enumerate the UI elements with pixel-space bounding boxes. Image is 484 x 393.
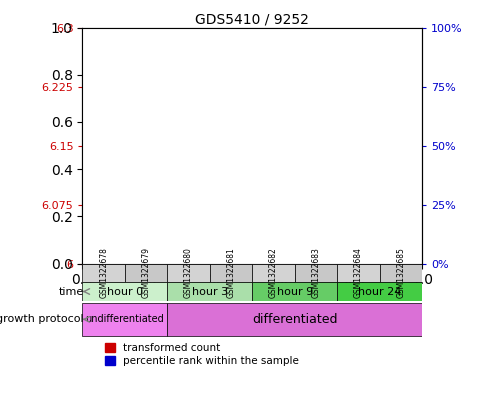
Point bbox=[311, 216, 319, 222]
Text: undifferentiated: undifferentiated bbox=[85, 314, 164, 324]
Bar bbox=[378, 264, 421, 282]
Text: GSM1322684: GSM1322684 bbox=[353, 248, 362, 298]
Bar bbox=[82, 282, 167, 301]
Bar bbox=[378, 28, 421, 264]
Title: GDS5410 / 9252: GDS5410 / 9252 bbox=[195, 12, 308, 26]
Bar bbox=[252, 282, 336, 301]
Bar bbox=[336, 264, 378, 282]
Text: GSM1322685: GSM1322685 bbox=[395, 248, 405, 298]
Bar bbox=[167, 264, 209, 282]
Bar bbox=[294, 264, 336, 282]
Bar bbox=[167, 303, 421, 336]
Text: GSM1322679: GSM1322679 bbox=[141, 248, 151, 298]
Bar bbox=[336, 282, 421, 301]
Bar bbox=[252, 264, 294, 282]
Bar bbox=[167, 28, 209, 264]
Bar bbox=[179, 94, 197, 264]
Bar bbox=[94, 248, 113, 264]
Text: hour 3: hour 3 bbox=[191, 286, 227, 296]
Bar bbox=[336, 28, 378, 264]
Bar bbox=[209, 264, 252, 282]
Text: GSM1322678: GSM1322678 bbox=[99, 248, 108, 298]
Bar bbox=[391, 98, 409, 264]
Text: GSM1322680: GSM1322680 bbox=[183, 248, 193, 298]
Bar bbox=[209, 28, 252, 264]
Point bbox=[227, 202, 234, 208]
Point bbox=[269, 209, 277, 215]
Bar bbox=[82, 303, 167, 336]
Point bbox=[396, 190, 404, 196]
Bar bbox=[263, 228, 282, 264]
Text: time: time bbox=[59, 286, 84, 296]
Text: growth protocol: growth protocol bbox=[0, 314, 84, 324]
Bar bbox=[294, 28, 336, 264]
Legend: transformed count, percentile rank within the sample: transformed count, percentile rank withi… bbox=[105, 343, 299, 366]
Bar bbox=[167, 282, 252, 301]
Bar bbox=[306, 256, 325, 264]
Point bbox=[142, 197, 150, 203]
Text: GSM1322682: GSM1322682 bbox=[268, 248, 277, 298]
Point bbox=[184, 190, 192, 196]
Bar bbox=[82, 28, 125, 264]
Bar bbox=[125, 28, 167, 264]
Text: hour 0: hour 0 bbox=[106, 286, 143, 296]
Bar bbox=[252, 28, 294, 264]
Bar bbox=[221, 205, 240, 264]
Point bbox=[354, 213, 362, 220]
Text: hour 9: hour 9 bbox=[276, 286, 312, 296]
Text: GSM1322681: GSM1322681 bbox=[226, 248, 235, 298]
Text: hour 24: hour 24 bbox=[357, 286, 400, 296]
Bar bbox=[348, 240, 367, 264]
Bar bbox=[82, 264, 125, 282]
Bar bbox=[136, 173, 155, 264]
Text: GSM1322683: GSM1322683 bbox=[311, 248, 320, 298]
Bar bbox=[125, 264, 167, 282]
Text: differentiated: differentiated bbox=[251, 313, 337, 326]
Point bbox=[100, 220, 107, 227]
